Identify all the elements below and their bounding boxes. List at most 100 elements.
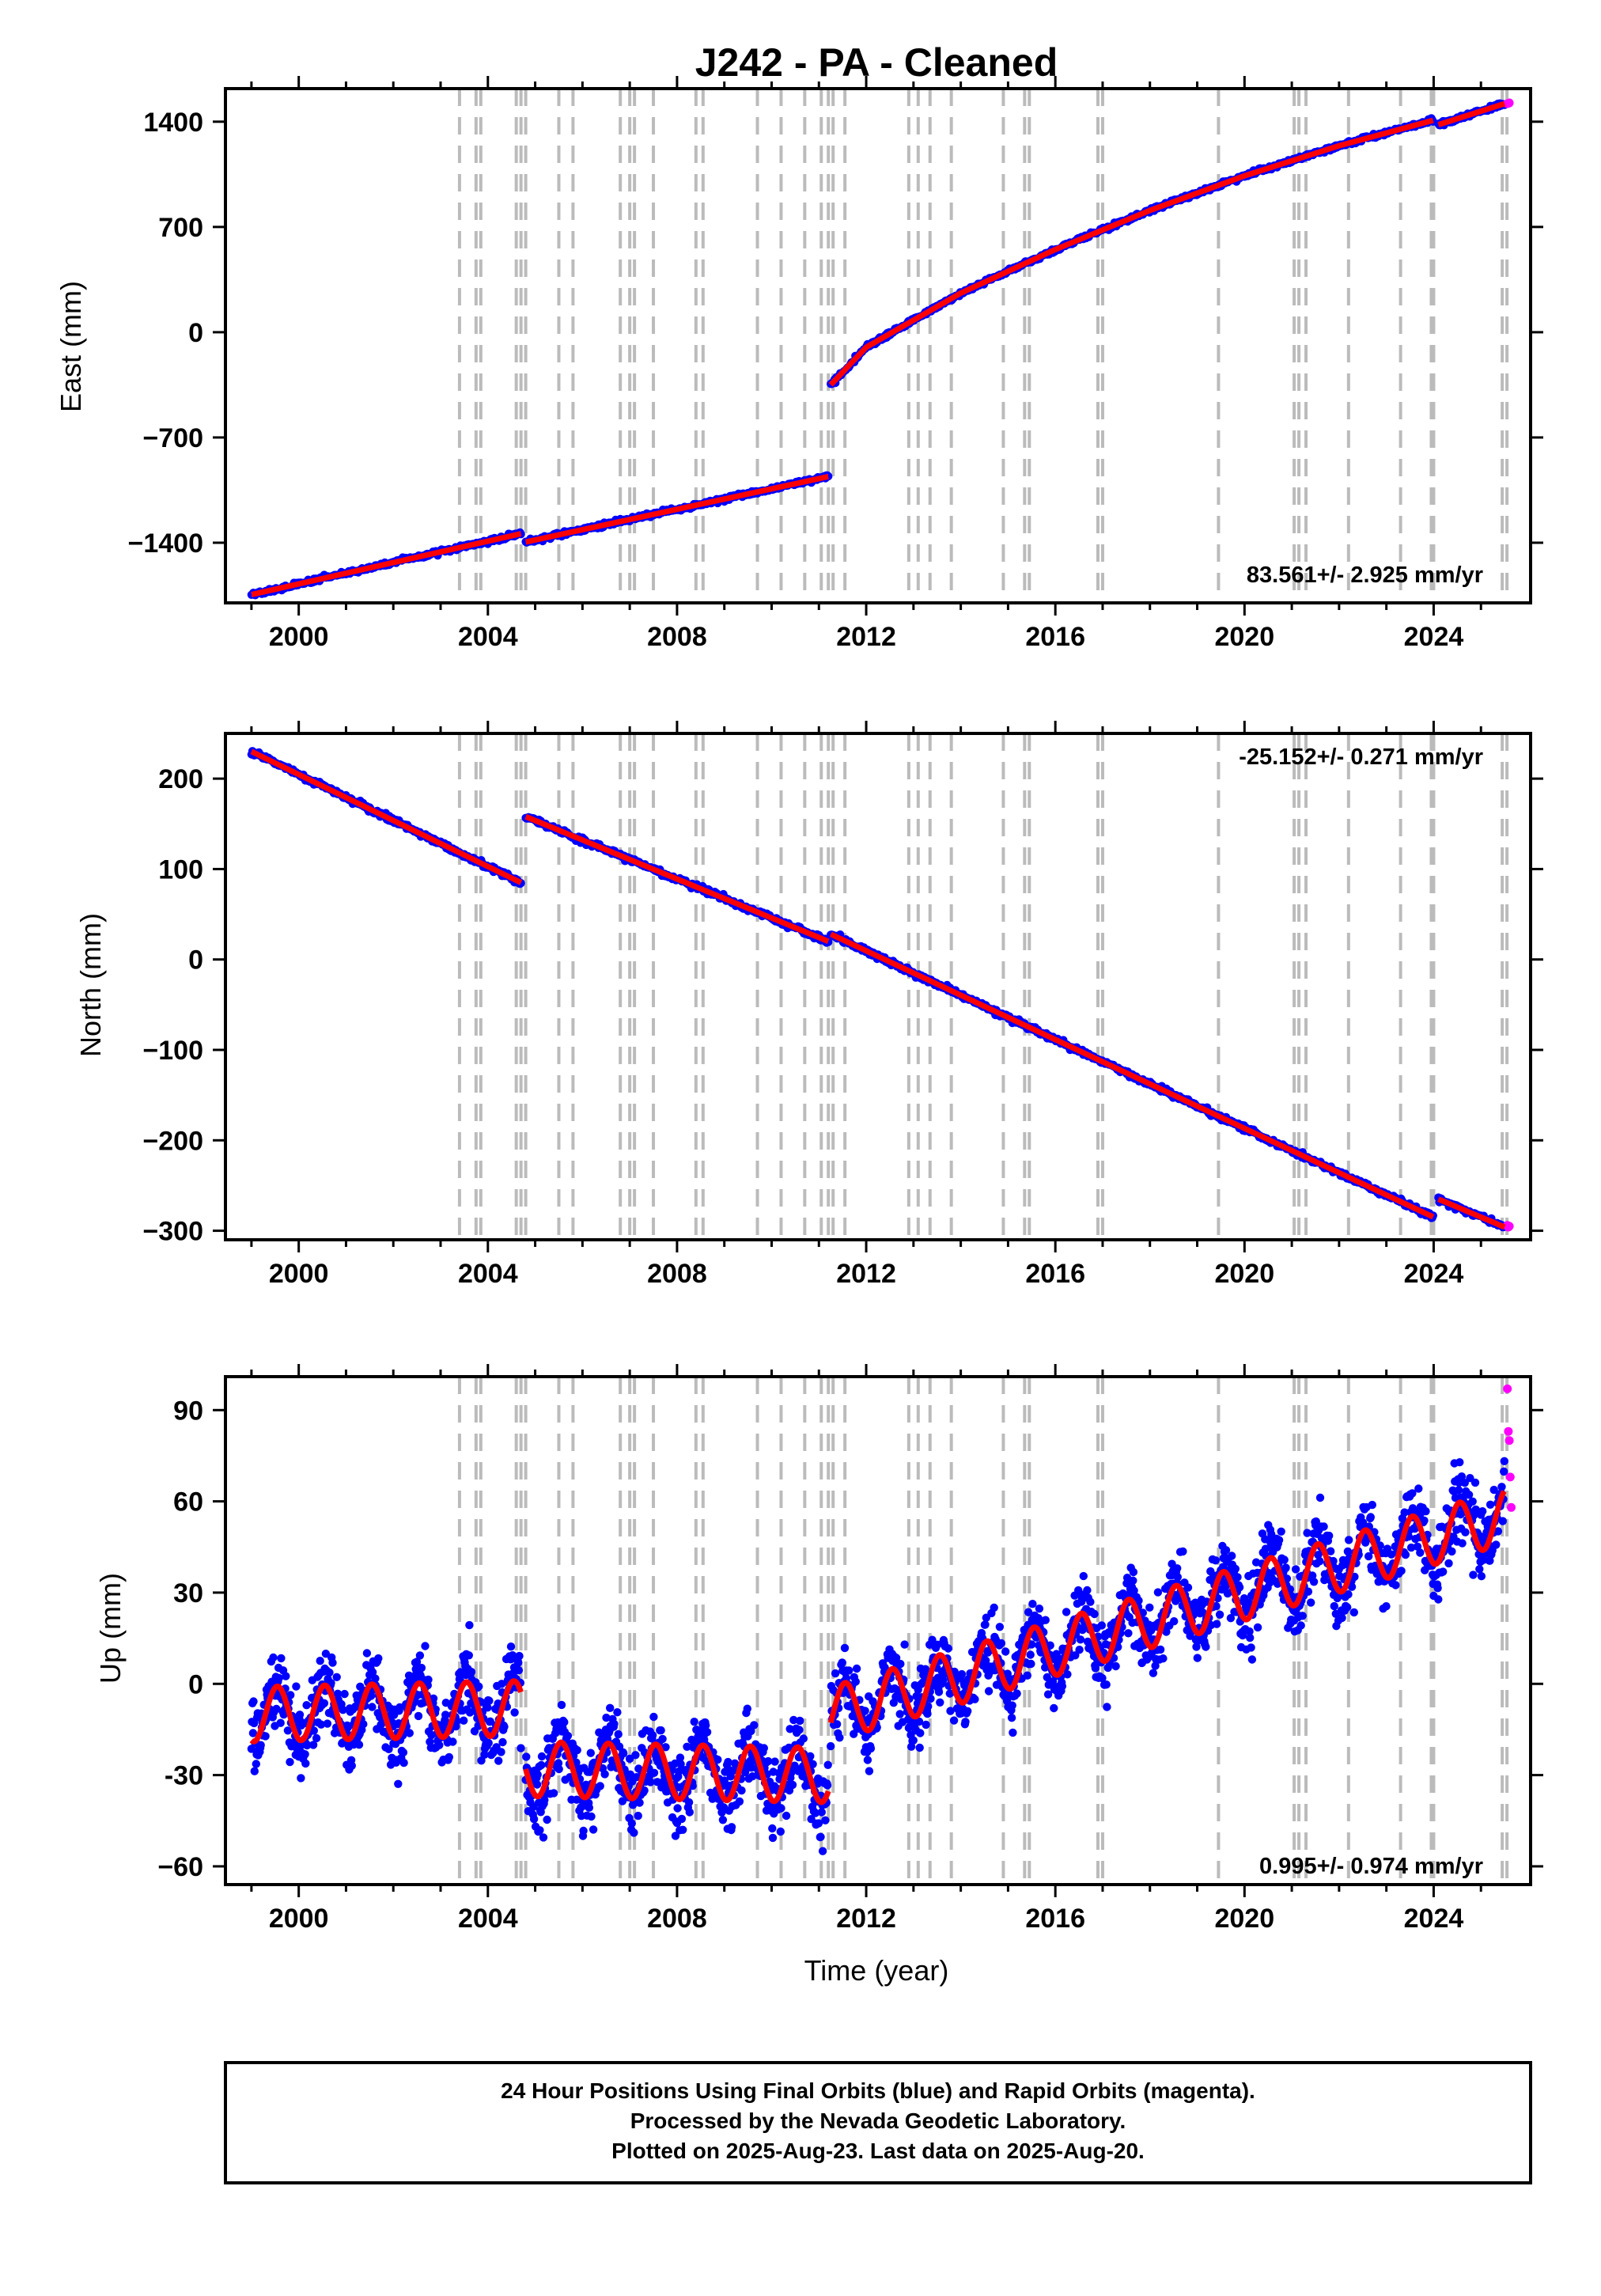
north-plot-area — [213, 721, 1543, 1252]
up-data-point — [276, 1718, 285, 1727]
up-data-point — [649, 1768, 659, 1777]
east-model-line — [249, 531, 523, 597]
up-data-point — [997, 1639, 1006, 1648]
up-data-point — [1298, 1612, 1307, 1620]
up-data-point — [1253, 1623, 1262, 1632]
north-model-line — [828, 931, 1436, 1220]
up-data-point — [614, 1730, 623, 1739]
up-data-point — [1193, 1654, 1202, 1662]
up-data-point — [1319, 1522, 1328, 1531]
up-data-point — [1075, 1646, 1084, 1654]
up-data-point — [851, 1677, 861, 1686]
up-data-point — [861, 1707, 869, 1715]
up-data-point — [759, 1744, 768, 1752]
east-model-line — [524, 473, 831, 545]
up-data-point — [522, 1752, 531, 1761]
up-data-point — [1103, 1703, 1111, 1711]
up-data-point — [995, 1623, 1005, 1631]
up-data-point — [362, 1649, 372, 1658]
up-data-point — [796, 1716, 804, 1726]
up-data-point — [1307, 1598, 1315, 1607]
up-data-point — [648, 1731, 657, 1740]
up-data-point — [467, 1668, 476, 1677]
up-data-point — [1090, 1609, 1099, 1619]
up-data-point — [1274, 1536, 1284, 1544]
up-data-point — [1041, 1616, 1050, 1624]
up-data-point — [1026, 1650, 1035, 1659]
north-plot-background — [225, 733, 1531, 1240]
up-data-point — [690, 1718, 698, 1726]
up-data-point — [532, 1780, 542, 1789]
up-data-point — [415, 1651, 425, 1660]
up-data-point — [1102, 1680, 1111, 1689]
up-data-point — [374, 1654, 383, 1663]
up-data-point — [684, 1798, 694, 1807]
up-data-point — [990, 1603, 998, 1612]
up-data-point — [529, 1815, 539, 1824]
up-data-point — [627, 1819, 636, 1828]
up-data-point — [506, 1642, 516, 1651]
up-data-point — [460, 1716, 468, 1725]
north-axis-label: North (mm) — [74, 913, 107, 1057]
up-data-point — [563, 1731, 573, 1741]
up-data-point — [865, 1767, 874, 1775]
up-data-point — [923, 1709, 932, 1718]
up-data-point — [292, 1682, 301, 1691]
up-data-point — [984, 1687, 994, 1695]
up-data-point — [256, 1741, 265, 1749]
north-x-tick-label: 2004 — [458, 1259, 518, 1289]
up-data-point — [1280, 1555, 1289, 1564]
up-data-point — [557, 1700, 566, 1710]
up-data-point — [302, 1701, 311, 1710]
up-data-point — [619, 1749, 628, 1758]
up-data-point — [328, 1658, 337, 1667]
east-x-tick-label: 2024 — [1404, 622, 1464, 652]
up-data-point — [852, 1664, 861, 1673]
up-data-point — [537, 1760, 546, 1770]
up-data-point — [323, 1719, 332, 1728]
up-data-point — [368, 1703, 377, 1711]
up-data-point — [316, 1657, 324, 1665]
up-data-point — [635, 1798, 644, 1807]
north-x-tick-label: 2012 — [836, 1259, 896, 1289]
up-data-point — [823, 1781, 832, 1790]
up-data-point — [649, 1712, 658, 1722]
up-data-point — [445, 1752, 453, 1762]
up-data-point — [554, 1764, 563, 1774]
up-data-point — [610, 1719, 619, 1729]
up-data-point — [1062, 1608, 1071, 1616]
up-data-point — [835, 1733, 844, 1742]
up-data-point — [750, 1721, 759, 1730]
up-data-point — [818, 1847, 827, 1855]
up-data-point — [1086, 1597, 1095, 1606]
up-data-point — [915, 1743, 924, 1752]
up-data-point — [543, 1815, 551, 1824]
up-data-point — [1296, 1621, 1305, 1630]
up-data-point — [282, 1672, 290, 1680]
up-data-point — [269, 1653, 278, 1662]
up-data-point — [465, 1620, 474, 1630]
up-data-point — [866, 1744, 876, 1753]
up-data-point — [1063, 1670, 1072, 1679]
up-data-point — [1309, 1578, 1319, 1586]
up-data-point — [1179, 1547, 1187, 1556]
up-data-point — [560, 1718, 569, 1726]
up-data-point — [1007, 1714, 1016, 1722]
up-data-point — [325, 1668, 334, 1677]
up-data-point — [484, 1738, 493, 1748]
up-data-point — [417, 1663, 426, 1673]
up-data-point — [634, 1811, 642, 1821]
east-model-line — [1436, 100, 1507, 127]
up-data-point — [673, 1804, 682, 1813]
north-x-tick-label: 2016 — [1025, 1259, 1085, 1289]
up-data-point — [1079, 1571, 1088, 1581]
up-data-point — [658, 1734, 667, 1744]
up-data-point — [449, 1737, 457, 1746]
north-x-tick-label: 2000 — [269, 1259, 329, 1289]
up-data-point — [510, 1708, 519, 1717]
up-data-point — [795, 1726, 804, 1734]
up-data-point — [249, 1697, 258, 1706]
east-x-tick-label: 2000 — [269, 622, 329, 652]
up-plot-background — [225, 1377, 1531, 1885]
